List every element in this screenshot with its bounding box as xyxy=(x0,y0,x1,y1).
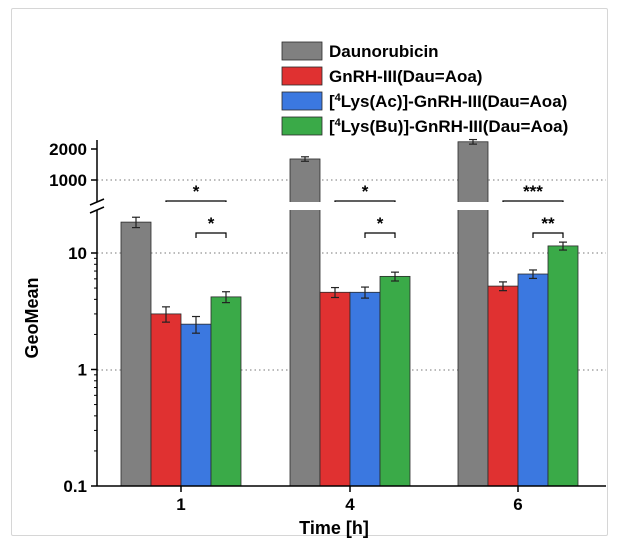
legend-swatch xyxy=(281,116,323,136)
legend-swatch xyxy=(281,66,323,86)
bar xyxy=(180,323,212,487)
x-tick-label: 1 xyxy=(176,495,185,514)
legend-label: [4Lys(Ac)]-GnRH-III(Dau=Aoa) xyxy=(329,92,567,111)
significance-label: * xyxy=(193,182,200,201)
bar xyxy=(349,291,381,487)
axis-break-gap xyxy=(98,202,607,210)
y-axis-title: GeoMean xyxy=(22,277,42,358)
significance-bracket xyxy=(532,232,564,238)
significance-label: * xyxy=(377,214,384,233)
legend-swatch xyxy=(281,41,323,61)
bar xyxy=(289,158,321,487)
y-tick-label: 10 xyxy=(68,244,87,263)
significance-label: *** xyxy=(523,182,543,201)
bar xyxy=(319,291,351,487)
legend: Daunorubicin GnRH-III(Dau=Aoa) [4Lys(Ac)]-… xyxy=(281,41,568,136)
axis-break-mark xyxy=(89,206,105,214)
x-axis-title: Time [h] xyxy=(299,518,369,538)
axes: 0.1 1 10 1000 2000 1 4 6 xyxy=(49,140,607,514)
y-tick-label: 2000 xyxy=(49,140,87,159)
y-tick-label: 0.1 xyxy=(63,477,87,496)
bar xyxy=(210,296,242,487)
axis-break-mark xyxy=(89,198,105,206)
bar xyxy=(517,273,549,487)
significance-label: * xyxy=(208,214,215,233)
error-bars xyxy=(132,138,567,334)
bars xyxy=(120,141,579,487)
bar xyxy=(457,141,489,487)
significance-brackets: ********* xyxy=(165,182,564,238)
bar xyxy=(120,221,152,487)
bar xyxy=(547,245,579,487)
significance-bracket xyxy=(195,232,227,238)
bar xyxy=(379,275,411,487)
bar xyxy=(487,285,519,487)
significance-bracket xyxy=(364,232,396,238)
chart-frame xyxy=(11,8,608,536)
x-tick-label: 6 xyxy=(513,495,522,514)
significance-label: * xyxy=(362,182,369,201)
significance-label: ** xyxy=(541,214,555,233)
legend-label: [4Lys(Bu)]-GnRH-III(Dau=Aoa) xyxy=(329,117,568,136)
y-tick-label: 1 xyxy=(78,361,87,380)
legend-label: GnRH-III(Dau=Aoa) xyxy=(329,67,482,86)
legend-swatch xyxy=(281,91,323,111)
bar xyxy=(150,313,182,487)
legend-label: Daunorubicin xyxy=(329,42,439,61)
x-tick-label: 4 xyxy=(345,495,355,514)
y-tick-label: 1000 xyxy=(49,171,87,190)
